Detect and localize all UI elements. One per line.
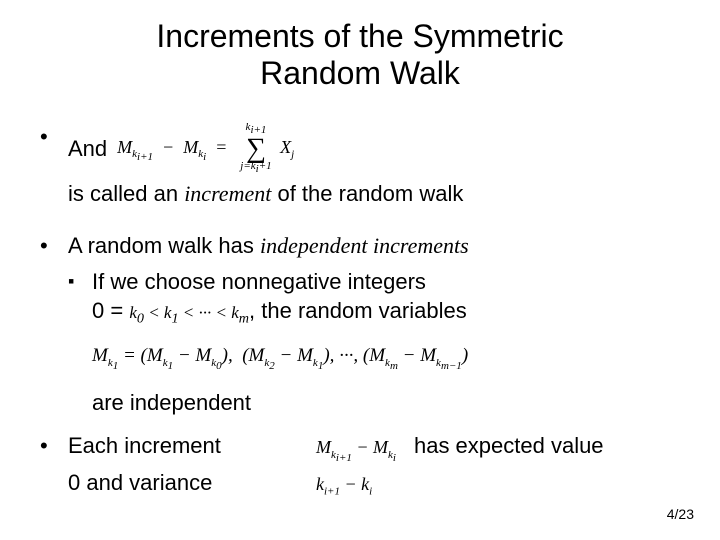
bullet-1-body: And Mki+1 − Mki = ki+1 ∑ j=ki+1 Xj (68, 122, 680, 176)
page-number: 4/23 (667, 506, 694, 522)
bullet-3-body: Each increment Mki+1 − Mki has expected … (68, 431, 680, 499)
bullet-3: • Each increment Mki+1 − Mki has expecte… (40, 431, 680, 499)
text-zero-eq: 0 = (92, 298, 129, 323)
bullet-1-line2: is called an increment of the random wal… (68, 179, 680, 209)
text-expected-value: has expected value (414, 433, 604, 458)
formula-increment-def: Mki+1 − Mki = ki+1 ∑ j=ki+1 Xj (117, 122, 294, 176)
text-zero-variance: 0 and variance (68, 470, 212, 495)
bullet-1: • And Mki+1 − Mki = ki+1 ∑ j=ki+1 (40, 122, 680, 176)
text-increment-italic: increment (184, 181, 271, 206)
text-each-increment: Each increment (68, 433, 221, 458)
text-random-vars: , the random variables (249, 298, 467, 323)
bullet-2-body: A random walk has independent increments (68, 231, 680, 261)
slide-title: Increments of the Symmetric Random Walk (40, 18, 680, 92)
formula-inc-pair: Mki+1 − Mki (316, 437, 396, 457)
bullet-mark: • (40, 122, 68, 176)
formula-increment-list: Mk1 = (Mk1 − Mk0), (Mk2 − Mk1), ···, (Mk… (92, 343, 680, 374)
title-line-1: Increments of the Symmetric (156, 18, 563, 54)
bullet-mark: • (40, 431, 68, 499)
sub-bullet-1: ▪ If we choose nonnegative integers 0 = … (68, 267, 680, 329)
text-iscalled: is called an (68, 181, 184, 206)
sub-bullet-mark: ▪ (68, 267, 92, 329)
formula-k-sequence: k0 < k1 < ··· < km (129, 303, 249, 322)
sub-line2: 0 = k0 < k1 < ··· < km, the random varia… (92, 296, 467, 329)
text-ofrw: of the random walk (271, 181, 463, 206)
text-are-independent: are independent (92, 388, 680, 418)
text-if-choose: If we choose nonnegative integers (92, 267, 467, 297)
slide-content: • And Mki+1 − Mki = ki+1 ∑ j=ki+1 (40, 122, 680, 500)
text-rw-has: A random walk has (68, 233, 260, 258)
sub-bullet-body: If we choose nonnegative integers 0 = k0… (92, 267, 467, 329)
slide: Increments of the Symmetric Random Walk … (0, 0, 720, 540)
title-line-2: Random Walk (260, 55, 460, 91)
text-and: And (68, 134, 107, 164)
bullet-mark: • (40, 231, 68, 261)
text-indep-incr-italic: independent increments (260, 233, 469, 258)
formula-variance: ki+1 − ki (316, 474, 372, 494)
summation: ki+1 ∑ j=ki+1 (240, 122, 271, 176)
bullet-2: • A random walk has independent incremen… (40, 231, 680, 261)
